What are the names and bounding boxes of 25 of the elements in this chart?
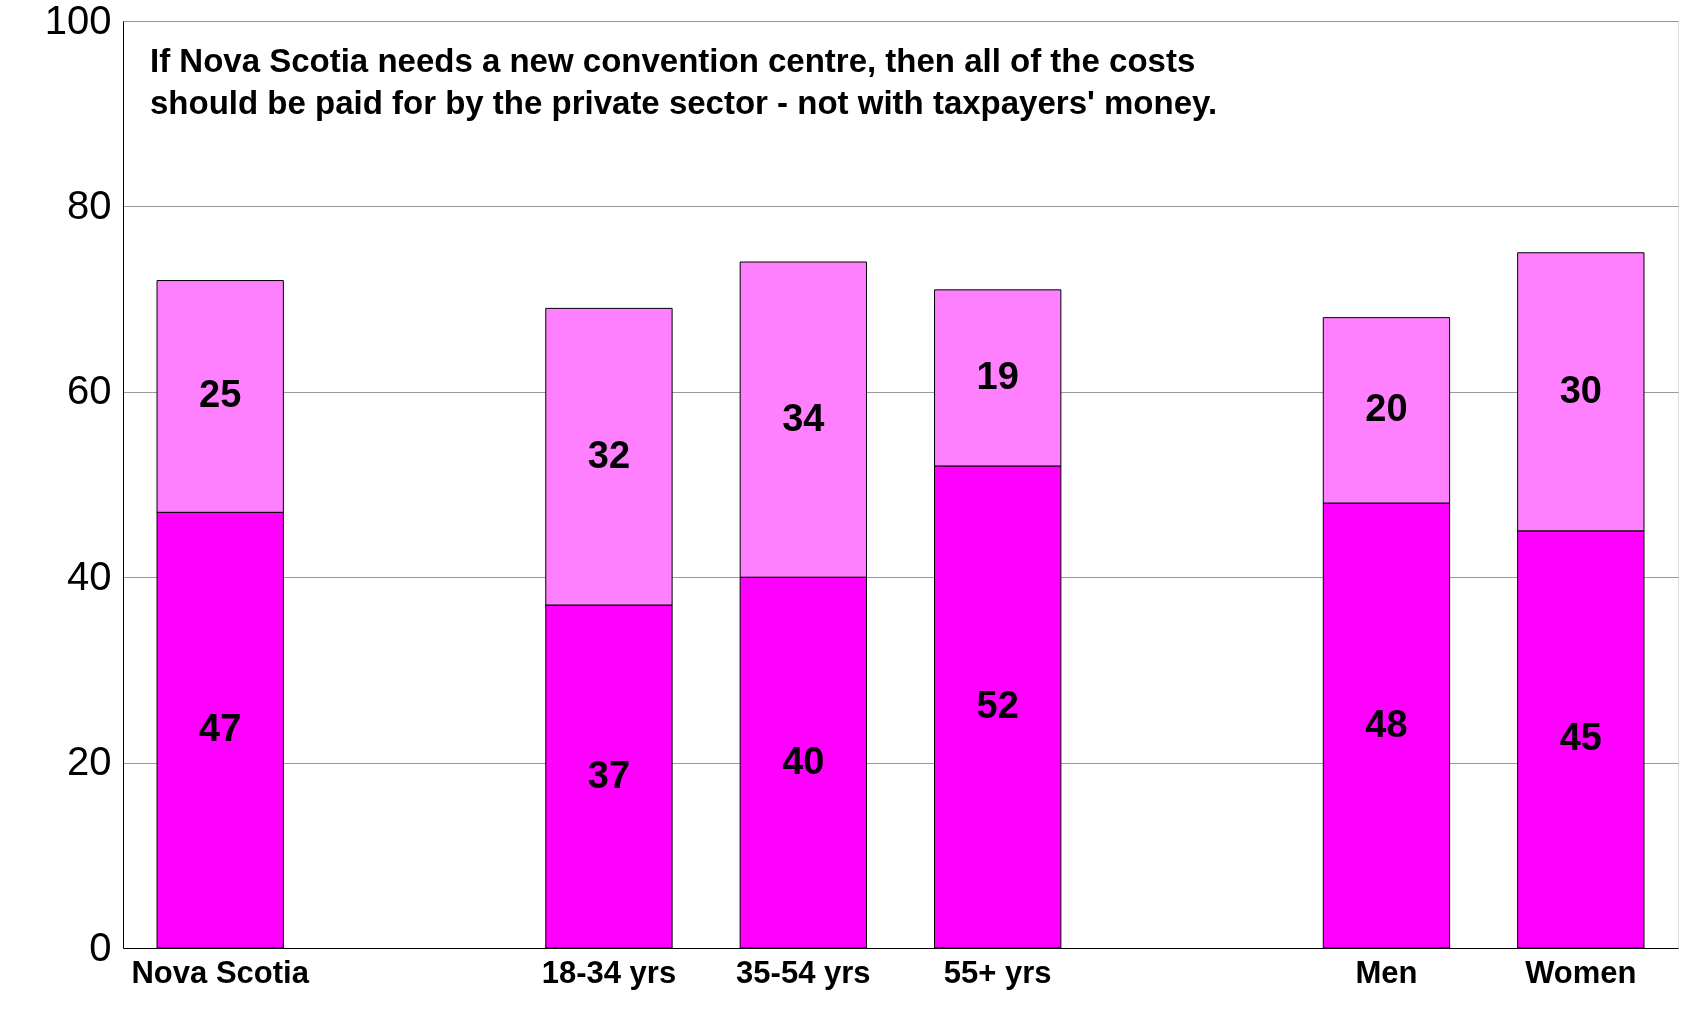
y-tick-label: 100: [44, 0, 112, 42]
x-tick-label: Women: [1525, 954, 1637, 990]
x-tick-label: 35-54 yrs: [736, 954, 871, 990]
data-label: 34: [782, 396, 825, 439]
data-label: 30: [1559, 368, 1602, 411]
x-tick-label: 55+ yrs: [943, 954, 1052, 990]
y-tick-label: 40: [67, 553, 112, 598]
data-label: 25: [199, 373, 242, 416]
data-label: 52: [976, 683, 1019, 726]
x-tick-label: Nova Scotia: [131, 954, 310, 990]
data-label: 40: [782, 739, 825, 782]
data-label: 37: [587, 753, 631, 796]
y-tick-label: 0: [89, 924, 112, 969]
y-tick-label: 80: [67, 182, 112, 227]
data-label: 48: [1365, 702, 1408, 745]
x-tick-label: 18-34 yrs: [541, 954, 677, 990]
data-label: 47: [199, 707, 242, 750]
y-tick-label: 60: [67, 368, 112, 413]
data-label: 32: [587, 433, 631, 476]
data-label: 20: [1365, 387, 1408, 430]
data-label: 19: [976, 354, 1019, 397]
x-tick-label: Men: [1355, 954, 1418, 990]
annotation: If Nova Scotia needs a new convention centre, then all of the costs should be paid for by the private sector - not with taxpayers' money.: [150, 42, 1218, 121]
y-tick-label: 20: [67, 739, 112, 784]
data-label: 45: [1559, 716, 1602, 759]
